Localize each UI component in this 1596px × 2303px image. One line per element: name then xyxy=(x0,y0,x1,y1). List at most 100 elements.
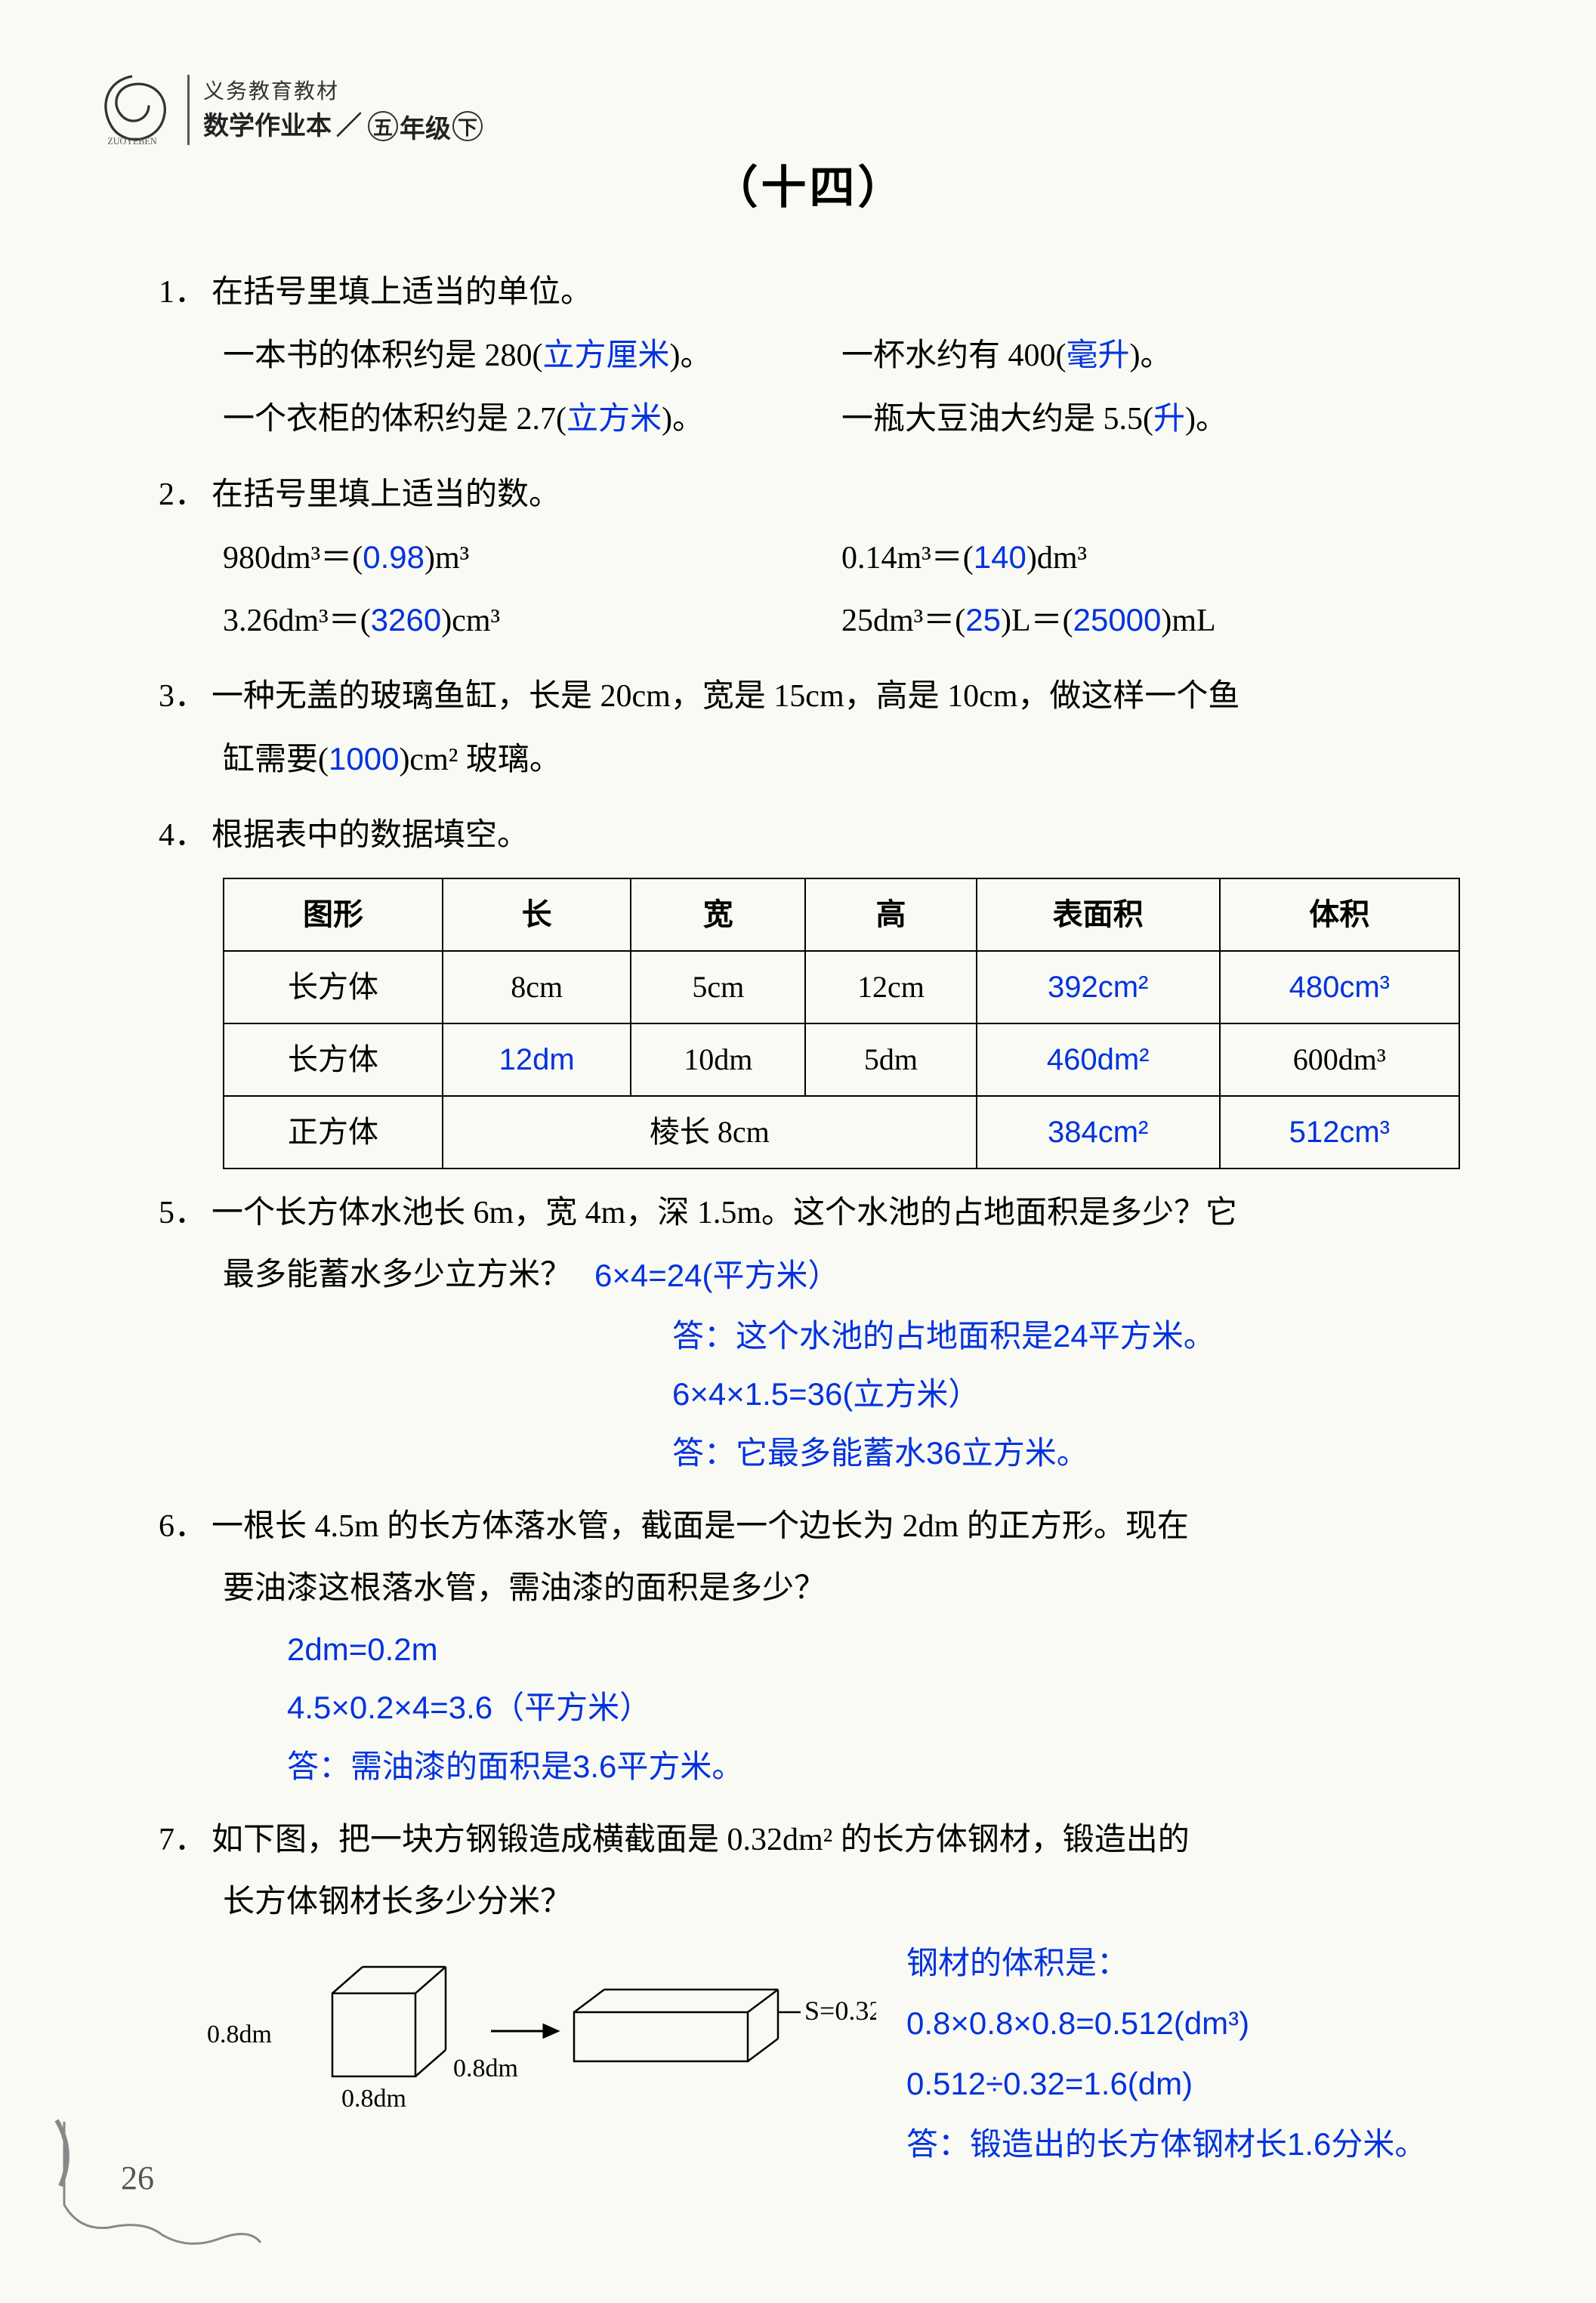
chapter-title: （十四） xyxy=(159,151,1460,217)
q4-cell-1-3: 5dm xyxy=(805,1023,976,1096)
svg-text:ZUOYEBEN: ZUOYEBEN xyxy=(107,136,156,147)
q6-sol-2: 答：需油漆的面积是3.6平方米。 xyxy=(159,1737,1460,1796)
q2-r2r-ans1: 25 xyxy=(965,602,1001,637)
q2-r2r-mid: )L＝( xyxy=(1001,604,1073,638)
q4-cell-2-1: 棱长 8cm xyxy=(443,1096,977,1168)
cube-w-label: 0.8dm xyxy=(341,2085,406,2113)
q4-cell-0-0: 长方体 xyxy=(224,951,443,1023)
q2-r1r-pre: 0.14m³＝( xyxy=(841,541,974,576)
book-title-text: 数学作业本 xyxy=(203,113,332,140)
q1-a1: 立方厘米 xyxy=(543,337,670,372)
q3-ans: 1000 xyxy=(329,741,399,776)
q5-num: 5． xyxy=(159,1183,211,1245)
book-subtitle: 义务教育教材 xyxy=(203,75,484,105)
q7-num: 7． xyxy=(159,1810,211,1872)
q2-r2r-ans2: 25000 xyxy=(1073,602,1162,637)
q5-sol-2: 6×4×1.5=36(立方米） xyxy=(159,1365,1460,1424)
question-4: 4．根据表中的数据填空。 图形长宽高表面积体积 长方体8cm5cm12cm392… xyxy=(159,805,1460,1169)
question-3: 3．一种无盖的玻璃鱼缸，长是 20cm，宽是 15cm，高是 10cm，做这样一… xyxy=(159,666,1460,792)
q4-row-1: 长方体12dm10dm5dm460dm²600dm³ xyxy=(224,1023,1459,1096)
q4-cell-1-1: 12dm xyxy=(443,1023,631,1096)
q2-r1r-post: )dm³ xyxy=(1026,541,1087,576)
q1-l4b: )。 xyxy=(1185,402,1227,437)
q1-l1b: ) xyxy=(670,338,681,373)
q5-line2-row: 最多能蓄水多少立方米？ 6×4=24(平方米） xyxy=(159,1245,1460,1307)
q1-row1-right: 一杯水约有 400(毫升)。 xyxy=(841,324,1460,387)
q7-sol-0: 钢材的体积是： xyxy=(906,1933,1426,1993)
q7-figure-row: 0.8dm 0.8dm 0.8dm S=0.3 xyxy=(159,1933,1460,2174)
book-title: 数学作业本／五年级下 xyxy=(203,105,484,145)
q7-l1: 如下图，把一块方钢锻造成横截面是 0.32dm² 的长方体钢材，锻造出的 xyxy=(211,1823,1190,1857)
q4-table-wrap: 图形长宽高表面积体积 长方体8cm5cm12cm392cm²480cm³长方体1… xyxy=(159,878,1460,1169)
q3-l2pre: 缸需要( xyxy=(223,742,329,777)
q1-l2b: )。 xyxy=(1130,338,1172,373)
grade-mid: 年 xyxy=(400,108,425,145)
q1-a3: 立方米 xyxy=(566,400,662,436)
question-7: 7．如下图，把一块方钢锻造成横截面是 0.32dm² 的长方体钢材，锻造出的 长… xyxy=(159,1810,1460,2175)
q4-cell-1-2: 10dm xyxy=(631,1023,805,1096)
q2-r2l-ans: 3260 xyxy=(371,602,441,637)
q2-r2l-post: )cm³ xyxy=(441,604,500,638)
grade-five: 五 xyxy=(368,111,398,141)
grade-vol: 下 xyxy=(452,111,483,141)
q2-r1l-post: )m³ xyxy=(424,541,469,576)
q1-a2: 毫升 xyxy=(1067,337,1130,372)
q1-row2-right: 一瓶大豆油大约是 5.5(升)。 xyxy=(841,387,1460,451)
q1-row1-left: 一本书的体积约是 280(立方厘米)。 xyxy=(223,324,841,387)
q4-cell-0-4: 392cm² xyxy=(977,951,1220,1023)
q4-row-2: 正方体棱长 8cm384cm²512cm³ xyxy=(224,1096,1459,1168)
q4-table: 图形长宽高表面积体积 长方体8cm5cm12cm392cm²480cm³长方体1… xyxy=(223,878,1460,1169)
q4-cell-2-2: 384cm² xyxy=(977,1096,1220,1168)
q4-cell-1-5: 600dm³ xyxy=(1220,1023,1459,1096)
q4-cell-1-4: 460dm² xyxy=(977,1023,1220,1096)
q4-cell-0-5: 480cm³ xyxy=(1220,951,1459,1023)
q2-r1-right: 0.14m³＝(140)dm³ xyxy=(841,526,1460,590)
q4-cell-1-0: 长方体 xyxy=(224,1023,443,1096)
q4-th-1: 长 xyxy=(443,878,631,951)
q2-r1l-ans: 0.98 xyxy=(363,539,424,575)
q5-l1: 一个长方体水池长 6m，宽 4m，深 1.5m。这个水池的占地面积是多少？它 xyxy=(211,1196,1237,1230)
question-6: 6．一根长 4.5m 的长方体落水管，截面是一个边长为 2dm 的正方形。现在 … xyxy=(159,1496,1460,1796)
q1-l3a: 一个衣柜的体积约是 2.7( xyxy=(223,402,566,437)
page-number: 26 xyxy=(121,2159,154,2197)
q1-num: 1． xyxy=(159,262,211,324)
s-label: S=0.32dm² xyxy=(804,1996,876,2026)
cube-h-label: 0.8dm xyxy=(207,2021,272,2048)
q3-l2post: )cm² 玻璃。 xyxy=(399,742,560,777)
q3-line1: 一种无盖的玻璃鱼缸，长是 20cm，宽是 15cm，高是 10cm，做这样一个鱼 xyxy=(211,679,1239,714)
q4-header-row: 图形长宽高表面积体积 xyxy=(224,878,1459,951)
q6-l2: 要油漆这根落水管，需油漆的面积是多少？ xyxy=(159,1558,1460,1620)
q4-th-5: 体积 xyxy=(1220,878,1459,951)
q6-sol-0: 2dm=0.2m xyxy=(159,1620,1460,1679)
page: ZUOYEBEN 义务教育教材 数学作业本／五年级下 （十四） 1．在括号里填上… xyxy=(0,0,1596,2303)
q2-r2l-pre: 3.26dm³＝( xyxy=(223,604,371,638)
q4-cell-0-1: 8cm xyxy=(443,951,631,1023)
q6-l1: 一根长 4.5m 的长方体落水管，截面是一个边长为 2dm 的正方形。现在 xyxy=(211,1509,1189,1544)
q4-cell-2-0: 正方体 xyxy=(224,1096,443,1168)
q4-th-4: 表面积 xyxy=(977,878,1220,951)
q1-stem: 在括号里填上适当的单位。 xyxy=(211,275,592,310)
q7-solution: 钢材的体积是： 0.8×0.8×0.8=0.512(dm³) 0.512÷0.3… xyxy=(906,1933,1426,2174)
q4-th-0: 图形 xyxy=(224,878,443,951)
q1-l3b: )。 xyxy=(662,402,704,437)
q2-r1-left: 980dm³＝(0.98)m³ xyxy=(223,526,841,590)
q4-th-3: 高 xyxy=(805,878,976,951)
q1-row2-left: 一个衣柜的体积约是 2.7(立方米)。 xyxy=(223,387,841,451)
q2-r2-right: 25dm³＝(25)L＝(25000)mL xyxy=(841,589,1460,653)
q2-stem: 在括号里填上适当的数。 xyxy=(211,477,560,512)
q1-a4: 升 xyxy=(1153,400,1185,436)
q2-r2r-pre: 25dm³＝( xyxy=(841,604,965,638)
q1-l4a: 一瓶大豆油大约是 5.5( xyxy=(841,402,1153,437)
logo-swirl-icon: ZUOYEBEN xyxy=(91,68,174,151)
q7-sol-1: 0.8×0.8×0.8=0.512(dm³) xyxy=(906,1993,1426,2054)
q4-stem: 根据表中的数据填空。 xyxy=(211,818,529,853)
q3-line2: 缸需要(1000)cm² 玻璃。 xyxy=(159,728,1460,792)
q4-num: 4． xyxy=(159,805,211,867)
q5-sol-1: 答：这个水池的占地面积是24平方米。 xyxy=(159,1307,1460,1366)
q2-r2r-post: )mL xyxy=(1161,604,1215,638)
q4-cell-2-3: 512cm³ xyxy=(1220,1096,1459,1168)
q3-num: 3． xyxy=(159,666,211,728)
q1-l2a: 一杯水约有 400( xyxy=(841,338,1067,373)
q7-sol-2: 0.512÷0.32=1.6(dm) xyxy=(906,2054,1426,2114)
q2-r1r-ans: 140 xyxy=(974,539,1026,575)
